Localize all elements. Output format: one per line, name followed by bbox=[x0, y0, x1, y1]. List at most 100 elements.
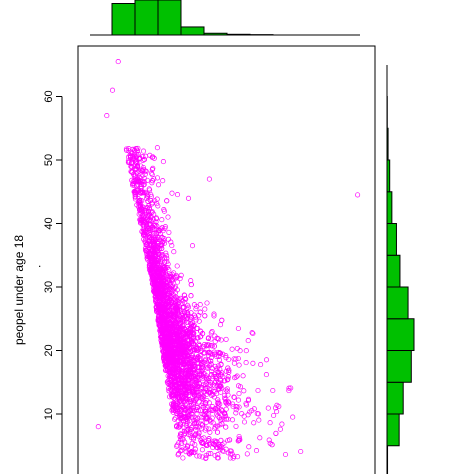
scatter-point bbox=[144, 255, 150, 261]
scatter-point bbox=[263, 357, 270, 363]
scatter-point bbox=[176, 304, 182, 310]
scatter-point bbox=[174, 410, 180, 417]
scatter-point bbox=[246, 444, 252, 450]
scatter-point bbox=[205, 389, 212, 395]
scatter-point bbox=[165, 347, 171, 353]
scatter-point bbox=[298, 448, 304, 455]
scatter-point bbox=[152, 289, 158, 295]
scatter-point bbox=[201, 372, 207, 378]
scatter-point bbox=[235, 397, 242, 403]
scatter-point bbox=[166, 388, 172, 394]
scatter-point bbox=[231, 394, 237, 400]
scatter-point bbox=[149, 154, 155, 160]
scatter-point bbox=[137, 197, 143, 203]
scatter-point bbox=[203, 416, 209, 422]
scatter-point bbox=[198, 421, 204, 427]
scatter-point bbox=[233, 356, 239, 362]
scatter-point bbox=[253, 448, 260, 454]
scatter-point bbox=[218, 437, 224, 443]
scatter-point bbox=[134, 163, 140, 169]
scatter-point bbox=[184, 443, 191, 449]
scatter-point bbox=[169, 394, 175, 400]
scatter-point bbox=[175, 316, 181, 322]
scatter-point bbox=[125, 154, 132, 160]
scatter-point bbox=[218, 361, 224, 367]
scatter-point bbox=[243, 360, 249, 366]
scatter-point bbox=[139, 168, 146, 174]
scatter-point bbox=[184, 310, 190, 316]
scatter-point bbox=[266, 437, 272, 443]
right-histogram-bar bbox=[386, 350, 412, 383]
scatter-point bbox=[206, 342, 212, 348]
scatter-point bbox=[218, 337, 224, 343]
scatter-point bbox=[168, 332, 175, 338]
scatter-point bbox=[171, 400, 177, 406]
scatter-point bbox=[165, 380, 171, 387]
scatter-point bbox=[157, 246, 163, 252]
scatter-point bbox=[187, 373, 193, 379]
scatter-point bbox=[214, 335, 220, 341]
scatter-point bbox=[156, 318, 163, 324]
scatter-point bbox=[169, 323, 175, 329]
scatter-point bbox=[194, 368, 200, 375]
scatter-point bbox=[174, 279, 181, 285]
scatter-point bbox=[152, 237, 158, 243]
scatter-point bbox=[187, 429, 193, 435]
scatter-point bbox=[161, 277, 167, 283]
scatter-point bbox=[249, 330, 255, 336]
scatter-point bbox=[195, 415, 201, 421]
scatter-point bbox=[160, 159, 166, 165]
scatter-point bbox=[144, 250, 150, 256]
scatter-point bbox=[166, 357, 172, 363]
scatter-point bbox=[109, 87, 116, 93]
scatter-point bbox=[216, 353, 222, 359]
scatter-point bbox=[188, 278, 194, 284]
scatter-point bbox=[160, 329, 166, 335]
scatter-point bbox=[192, 446, 199, 452]
scatter-point bbox=[154, 145, 160, 151]
plot-frame bbox=[77, 45, 376, 474]
scatter-point bbox=[213, 375, 219, 381]
scatter-point bbox=[129, 177, 135, 183]
scatter-point bbox=[212, 406, 218, 412]
scatter-point bbox=[174, 391, 181, 397]
scatter-point bbox=[192, 347, 198, 353]
scatter-point bbox=[199, 367, 205, 373]
scatter-point bbox=[179, 447, 185, 453]
scatter-point bbox=[145, 198, 151, 204]
scatter-point bbox=[200, 394, 206, 400]
scatter-point bbox=[215, 452, 221, 458]
scatter-point bbox=[200, 365, 206, 371]
scatter-point bbox=[132, 173, 138, 179]
scatter-point bbox=[171, 379, 177, 385]
scatter-point bbox=[186, 331, 192, 337]
scatter-point bbox=[159, 217, 165, 223]
scatter-point bbox=[144, 193, 150, 199]
scatter-point bbox=[219, 317, 225, 323]
scatter-point bbox=[151, 242, 157, 248]
scatter-point bbox=[172, 347, 178, 353]
scatter-point bbox=[215, 363, 221, 369]
scatter-point bbox=[164, 255, 170, 261]
scatter-point bbox=[197, 309, 203, 315]
scatter-point bbox=[174, 401, 181, 407]
scatter-point bbox=[176, 380, 182, 386]
scatter-point bbox=[229, 451, 235, 457]
scatter-point bbox=[170, 304, 176, 310]
scatter-point bbox=[146, 233, 152, 239]
scatter-point bbox=[267, 420, 273, 426]
scatter-point bbox=[140, 190, 146, 196]
right-histogram-bar bbox=[386, 254, 401, 288]
scatter-point bbox=[177, 415, 183, 421]
scatter-point bbox=[132, 189, 139, 195]
scatter-point bbox=[239, 411, 245, 417]
scatter-point bbox=[201, 350, 207, 356]
scatter-point bbox=[189, 388, 195, 394]
scatter-point bbox=[193, 317, 199, 323]
scatter-point bbox=[208, 336, 214, 342]
scatter-point bbox=[250, 360, 256, 366]
scatter-point bbox=[221, 416, 227, 423]
scatter-point bbox=[184, 344, 190, 350]
right-histogram bbox=[386, 96, 415, 474]
scatter-point bbox=[218, 417, 224, 423]
